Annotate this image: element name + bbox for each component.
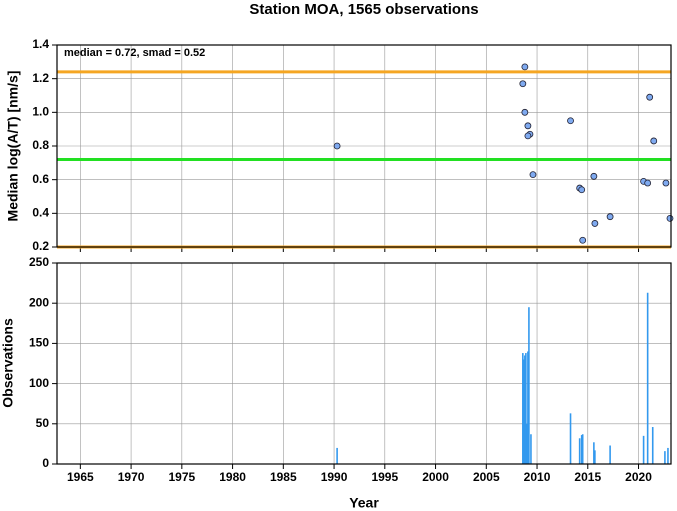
bar <box>581 434 584 464</box>
bar <box>523 359 525 464</box>
bar <box>526 423 528 464</box>
bar <box>528 307 530 464</box>
point <box>579 236 587 244</box>
x-tick-label: 2005 <box>473 470 500 484</box>
x-tick-label: 1985 <box>270 470 297 484</box>
chart-title: Station MOA, 1565 observations <box>249 1 478 18</box>
point <box>650 137 658 145</box>
point <box>521 63 529 71</box>
point <box>644 179 652 187</box>
bar <box>522 353 524 464</box>
point <box>578 186 586 194</box>
plot-frame <box>56 44 672 248</box>
y-tick-label: 150 <box>29 336 49 350</box>
y-axis-label: Observations <box>0 318 16 408</box>
bar <box>667 447 669 464</box>
y-tick-label: 1.0 <box>32 105 49 119</box>
x-tick-label: 1980 <box>219 470 246 484</box>
point <box>529 171 537 179</box>
x-tick-label: 1970 <box>118 470 145 484</box>
x-axis-label: Year <box>349 495 379 511</box>
bar <box>593 442 595 464</box>
point <box>519 80 527 88</box>
annotation: median = 0.72, smad = 0.52 <box>64 47 205 59</box>
y-tick-label: 0.4 <box>32 206 49 220</box>
bar <box>609 445 611 464</box>
x-tick-label: 2020 <box>625 470 652 484</box>
bar <box>646 292 649 464</box>
point <box>662 179 670 187</box>
y-tick-label: 0.8 <box>32 138 49 152</box>
bar <box>651 427 654 464</box>
point <box>666 214 674 222</box>
y-tick-label: 100 <box>29 376 49 390</box>
bar <box>527 351 529 464</box>
y-tick-label: 0.6 <box>32 172 49 186</box>
y-tick-label: 50 <box>36 416 50 430</box>
point <box>524 132 532 140</box>
bar <box>580 435 583 464</box>
point <box>333 142 341 150</box>
plot-frame <box>56 262 672 465</box>
y-tick-label: 250 <box>29 255 49 269</box>
x-tick-label: 2000 <box>422 470 449 484</box>
bar <box>594 450 596 464</box>
x-tick-label: 1975 <box>168 470 195 484</box>
bar <box>578 438 581 464</box>
y-tick-label: 1.4 <box>32 37 49 51</box>
bar <box>525 353 527 464</box>
point <box>524 122 532 130</box>
bar <box>664 451 666 464</box>
point <box>646 93 654 101</box>
point <box>590 172 598 180</box>
bar <box>530 434 532 464</box>
bar <box>524 355 526 464</box>
point <box>591 220 599 227</box>
y-axis-label: Median log(A/T) [nm/s] <box>5 71 21 222</box>
point <box>521 108 529 116</box>
point <box>567 117 574 125</box>
x-tick-label: 1990 <box>321 470 348 484</box>
y-tick-label: 200 <box>29 295 49 309</box>
y-tick-label: 0 <box>42 456 49 470</box>
bar <box>642 435 645 464</box>
point <box>606 213 614 221</box>
x-tick-label: 2010 <box>524 470 551 484</box>
x-tick-label: 1965 <box>67 470 94 484</box>
x-tick-label: 2015 <box>574 470 601 484</box>
y-tick-label: 1.2 <box>32 71 49 85</box>
x-tick-label: 1995 <box>371 470 398 484</box>
y-tick-label: 0.2 <box>32 239 49 253</box>
bar <box>336 447 338 464</box>
bar <box>569 413 572 464</box>
